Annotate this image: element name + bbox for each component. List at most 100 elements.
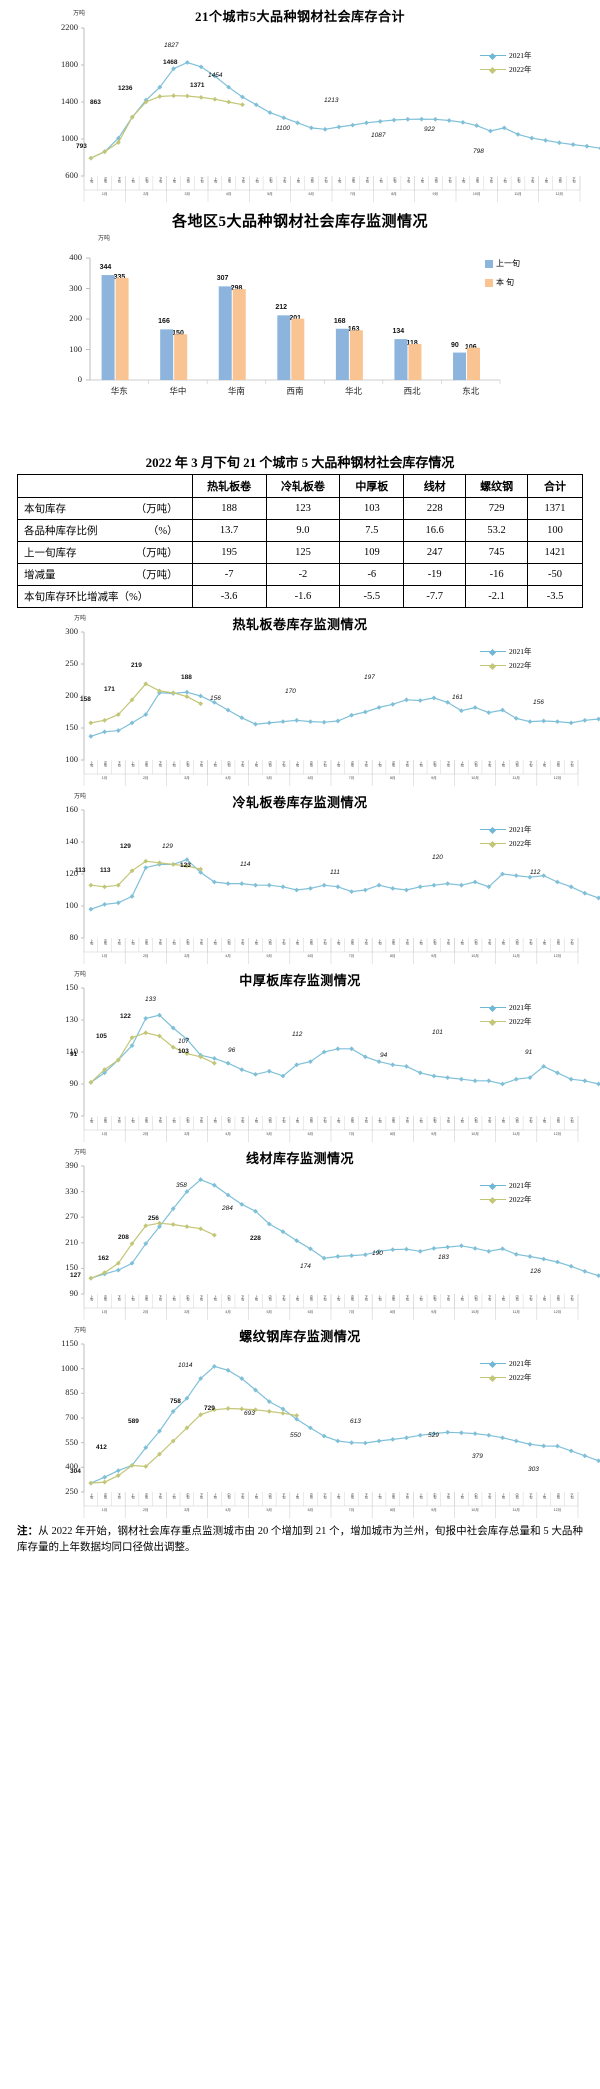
x-tick-month: 6月 [307,1310,314,1314]
bar [453,352,467,380]
x-tick-decade: 上旬 [542,761,547,767]
stock-table-section: 2022 年 3 月下旬 21 个城市 5 大品种钢材社会库存情况 热轧板卷 冷… [0,450,600,608]
data-point [568,884,574,890]
x-tick-decade: 下旬 [199,761,204,767]
data-point [143,1015,149,1021]
x-tick-month: 7月 [349,192,356,196]
bar-value-label: 335 [113,273,126,281]
table-col-rebar: 螺纹钢 [465,474,529,498]
data-label: 1213 [324,97,339,104]
x-tick-month: 6月 [308,192,315,196]
x-tick-month: 5月 [266,1508,273,1512]
x-tick-decade: 下旬 [363,1493,368,1499]
data-point [527,719,533,725]
data-point [280,719,286,725]
x-tick-decade: 中旬 [102,1295,107,1301]
data-label: 158 [80,696,91,703]
data-point [582,890,588,896]
legend-label-2022: 2022年 [509,1195,532,1204]
x-tick-month: 11月 [512,1508,520,1512]
y-tick-label: 120 [65,868,78,878]
stock-table: 热轧板卷 冷轧板卷 中厚板 线材 螺纹钢 合计 本旬库存 （万吨） 188 123 10… [17,474,583,608]
x-tick-month: 1月 [101,954,108,958]
x-tick-decade: 上旬 [253,1295,258,1301]
chart-wirerod: 线材库存监测情况 万吨 2021年 2022年 90 150 210 270 330 39… [0,1142,600,1320]
data-label: 228 [250,1235,261,1242]
bar-category-label: 西南 [286,386,304,396]
x-tick-decade: 上旬 [130,1117,135,1123]
bar-plot-area [86,257,501,384]
y-tick-label: 80 [69,932,79,942]
data-label: 91 [70,1051,78,1058]
data-point [88,720,94,726]
x-tick-decade: 上旬 [254,177,259,183]
x-tick-decade: 下旬 [404,939,409,945]
x-tick-decade: 上旬 [500,1117,505,1123]
x-tick-month: 2月 [142,1310,149,1314]
table-row-label: 上一旬库存 （万吨） [17,541,193,564]
data-point [322,126,328,132]
x-tick-decade: 中旬 [349,1493,354,1499]
x-tick-decade: 下旬 [528,761,533,767]
y-tick-label: 700 [65,1412,78,1422]
data-point [582,717,588,723]
x-tick-decade: 下旬 [363,761,368,767]
data-point [541,873,547,879]
x-tick-month: 10月 [472,192,481,196]
table-row-unit: （万吨） [135,548,178,559]
unit-label-wirerod: 万吨 [74,1150,87,1156]
y-tick-label: 90 [69,1078,79,1088]
legend-item-2022: 2022年 [480,1194,532,1205]
data-point [198,701,204,707]
data-point [404,1246,409,1252]
data-label: 91 [525,1049,533,1056]
table-row-label: 本旬库存 （万吨） [17,497,193,520]
data-label: 729 [204,1405,215,1412]
x-tick-month: 10月 [471,1310,479,1314]
x-tick-decade: 上旬 [378,177,383,183]
x-tick-decade: 上旬 [500,1295,505,1301]
data-label: 613 [350,1418,361,1425]
legend-line-2021-icon [480,1363,506,1364]
x-tick-decade: 中旬 [103,177,108,183]
data-point [596,716,600,722]
chart-rebar-title: 螺纹钢库存监测情况 [239,1329,361,1344]
x-tick-month: 7月 [348,776,355,780]
x-tick-decade: 中旬 [144,939,149,945]
legend-item-2022: 2022年 [480,838,532,849]
x-tick-decade: 中旬 [349,761,354,767]
y-tick-label: 200 [69,313,82,323]
data-point [253,721,258,727]
x-tick-decade: 上旬 [212,761,217,767]
x-tick-decade: 下旬 [446,1493,451,1499]
table-cell: -2 [265,563,341,586]
table-cell: -5.5 [339,585,405,608]
data-point [226,84,232,90]
x-tick-decade: 下旬 [240,939,245,945]
x-tick-decade: 上旬 [459,939,464,945]
bar [218,286,232,380]
data-point [472,705,478,710]
table-col-wirerod: 线材 [403,474,467,498]
legend-label-2021: 2021年 [509,1003,532,1012]
data-point [555,879,560,885]
data-label: 303 [528,1466,539,1473]
unit-label-hotrolled: 万吨 [74,616,87,622]
table-cell: -6 [339,563,405,586]
plot-rebar: 250 400 550 700 850 1000 1150 上旬 中旬 下旬 上旬 中旬 下旬 上旬 中旬 下… [0,1320,600,1520]
legend-label-2021: 2021年 [509,1359,532,1368]
x-tick-month: 7月 [348,1132,355,1136]
data-label: 101 [432,1029,443,1036]
x-tick-decade: 上旬 [418,1493,423,1499]
table-cell: 9.0 [265,519,341,542]
x-tick-month: 11月 [514,192,522,196]
x-tick-decade: 上旬 [89,761,94,767]
data-point [390,1436,396,1442]
line-plot-area [81,631,600,761]
x-tick-month: 10月 [471,1132,479,1136]
series-line-2021 [90,1014,600,1085]
x-tick-decade: 下旬 [157,1117,162,1123]
data-label: 1014 [178,1362,193,1369]
x-tick-decade: 下旬 [322,761,327,767]
x-tick-decade: 上旬 [336,761,341,767]
